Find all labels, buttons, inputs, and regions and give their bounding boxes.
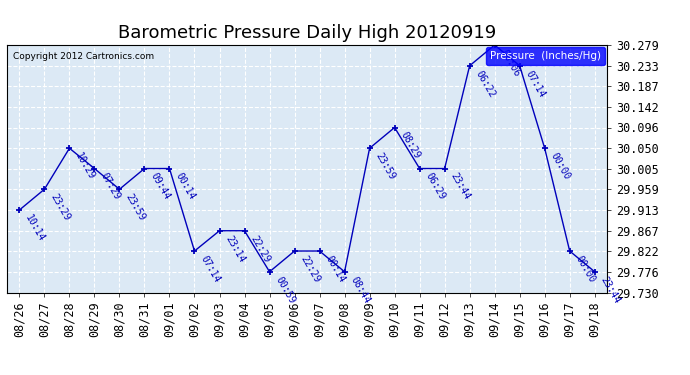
Text: 07:14: 07:14 xyxy=(199,254,222,284)
Text: 23:29: 23:29 xyxy=(48,192,72,222)
Text: 06:22: 06:22 xyxy=(474,69,497,99)
Title: Barometric Pressure Daily High 20120919: Barometric Pressure Daily High 20120919 xyxy=(118,24,496,42)
Text: 00:00: 00:00 xyxy=(549,151,572,182)
Text: 22:29: 22:29 xyxy=(248,234,272,264)
Text: 23:44: 23:44 xyxy=(599,274,622,305)
Text: 23:14: 23:14 xyxy=(224,234,247,264)
Text: 07:29: 07:29 xyxy=(99,171,122,202)
Text: 10:29: 10:29 xyxy=(74,151,97,182)
Text: 09:44: 09:44 xyxy=(148,171,172,202)
Text: Copyright 2012 Cartronics.com: Copyright 2012 Cartronics.com xyxy=(13,53,154,62)
Text: 06:06: 06:06 xyxy=(499,48,522,78)
Text: 23:59: 23:59 xyxy=(124,192,147,222)
Text: 00:14: 00:14 xyxy=(324,254,347,284)
Text: 23:59: 23:59 xyxy=(374,151,397,182)
Legend: Pressure  (Inches/Hg): Pressure (Inches/Hg) xyxy=(486,47,605,65)
Text: 23:44: 23:44 xyxy=(448,171,472,202)
Text: 22:29: 22:29 xyxy=(299,254,322,284)
Text: 08:29: 08:29 xyxy=(399,130,422,161)
Text: 00:14: 00:14 xyxy=(174,171,197,202)
Text: 08:44: 08:44 xyxy=(348,274,372,305)
Text: 10:14: 10:14 xyxy=(23,213,47,243)
Text: 07:14: 07:14 xyxy=(524,69,547,99)
Text: 00:59: 00:59 xyxy=(274,274,297,305)
Text: 00:00: 00:00 xyxy=(574,254,598,284)
Text: 06:29: 06:29 xyxy=(424,171,447,202)
